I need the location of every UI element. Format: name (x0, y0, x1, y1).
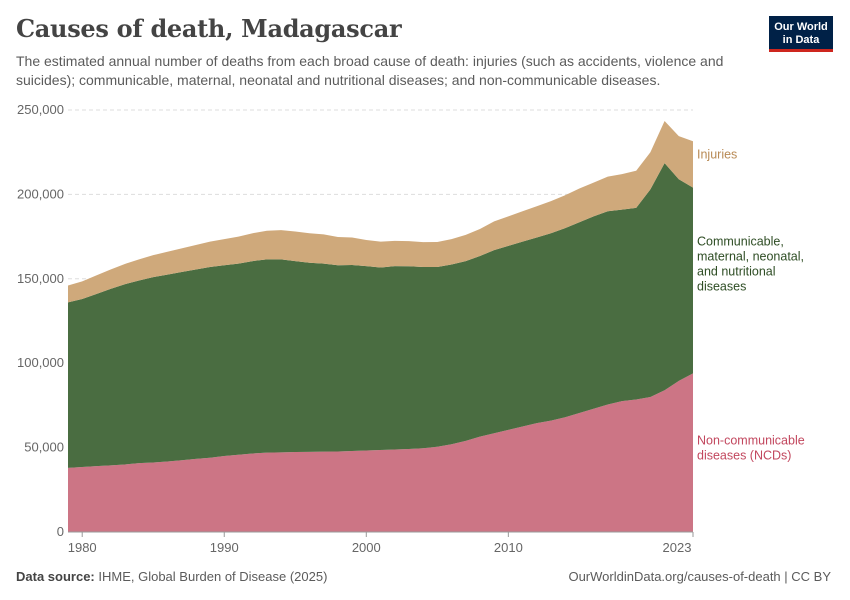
axes: 0 50,000 100,000 150,000 200,000 250,000 1980 1… (17, 102, 694, 555)
data-source-text: IHME, Global Burden of Disease (2025) (98, 569, 328, 584)
logo-line-2: in Data (782, 34, 820, 46)
series-label-line: diseases (697, 279, 746, 293)
area-series-3 (68, 120, 693, 303)
series-label-2: Communicable, maternal, neonatal, and nutr… (697, 234, 804, 293)
area-series-1 (68, 373, 693, 532)
x-tick-label: 1980 (68, 540, 97, 555)
series-label-line: maternal, neonatal, (697, 249, 804, 263)
chart-title: Causes of death, Madagascar (16, 14, 402, 43)
y-tick-label: 150,000 (17, 271, 64, 286)
x-tick-label: 2000 (352, 540, 381, 555)
series-label-line: Communicable, (697, 234, 784, 248)
y-tick-label: 100,000 (17, 355, 64, 370)
series-labels: Non-communicable diseases (NCDs) Communica… (697, 147, 805, 462)
y-tick-label: 200,000 (17, 186, 64, 201)
x-tick-label: 2010 (494, 540, 523, 555)
credit-link[interactable]: OurWorldinData.org/causes-of-death | CC … (568, 569, 831, 584)
data-source-label: Data source: (16, 569, 95, 584)
series-label-1: Non-communicable diseases (NCDs) (697, 434, 805, 463)
owid-logo[interactable]: Our World in Data (769, 16, 833, 52)
series-label-line: Non-communicable (697, 434, 805, 448)
y-tick-label: 0 (57, 524, 64, 539)
stacked-areas (68, 120, 693, 532)
chart-subtitle: The estimated annual number of deaths fr… (16, 53, 724, 88)
series-label-line: and nutritional (697, 264, 776, 278)
series-label-3: Injuries (697, 147, 737, 161)
series-label-line: diseases (NCDs) (697, 449, 791, 463)
area-series-2 (68, 163, 693, 468)
y-tick-label: 50,000 (24, 440, 64, 455)
series-label-line: Injuries (697, 147, 737, 161)
x-tick-label: 2023 (663, 540, 692, 555)
data-source: Data source: IHME, Global Burden of Dise… (16, 569, 327, 584)
logo-line-1: Our World (774, 21, 828, 33)
x-tick-label: 1990 (210, 540, 239, 555)
y-tick-label: 250,000 (17, 102, 64, 117)
